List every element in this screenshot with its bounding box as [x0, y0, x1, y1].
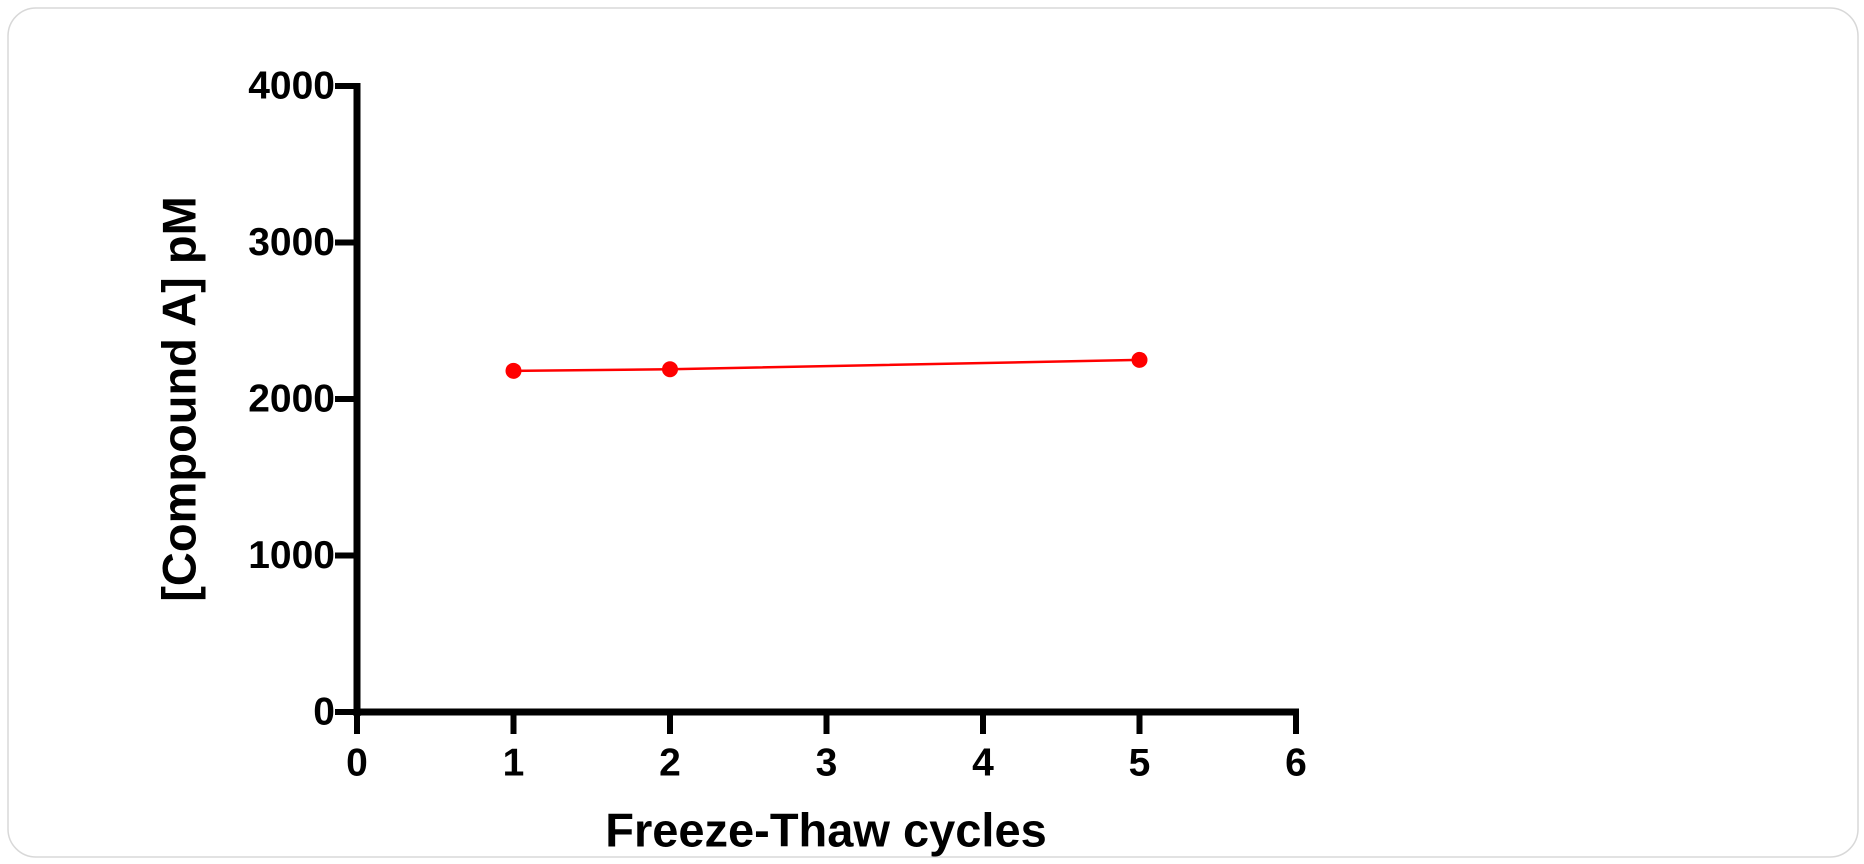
card	[7, 7, 1859, 858]
x-tick-label: 3	[816, 741, 838, 784]
x-tick-label: 0	[346, 741, 368, 784]
y-tick-label: 4000	[248, 64, 335, 107]
x-tick-label: 4	[972, 741, 994, 784]
x-tick-label: 2	[659, 741, 681, 784]
y-tick-label: 1000	[248, 534, 335, 577]
x-tick-label: 6	[1285, 741, 1307, 784]
y-tick-label: 3000	[248, 221, 335, 264]
data-point	[505, 362, 522, 379]
y-tick-label: 0	[313, 690, 335, 733]
y-tick-label: 2000	[248, 377, 335, 420]
x-tick-label: 5	[1129, 741, 1151, 784]
x-axis-title: Freeze-Thaw cycles	[605, 803, 1047, 856]
data-point	[1131, 351, 1148, 368]
y-axis-title: [Compound A] pM	[152, 196, 205, 601]
x-tick-label: 1	[503, 741, 525, 784]
data-point	[662, 361, 678, 378]
